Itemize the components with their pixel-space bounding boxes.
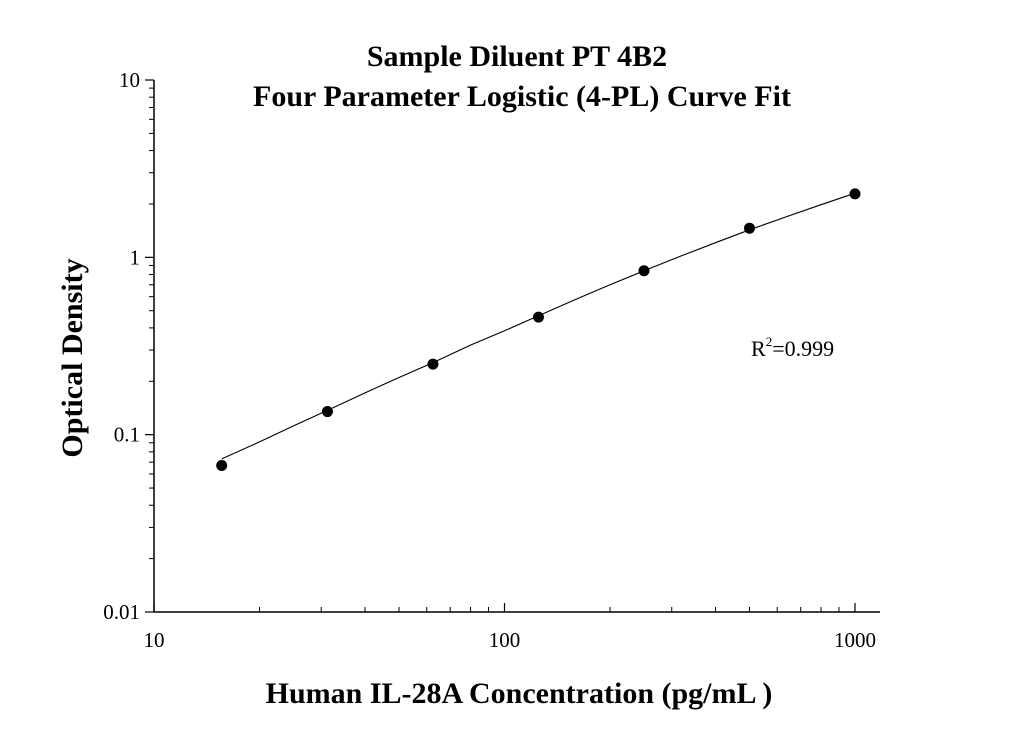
y-tick-label: 1 (130, 245, 141, 269)
chart-subtitle: Four Parameter Logistic (4-PL) Curve Fit (253, 80, 791, 113)
y-axis-title: Optical Density (56, 258, 89, 457)
chart-title: Sample Diluent PT 4B2 (367, 40, 667, 73)
axes (153, 80, 880, 613)
r-squared-value: =0.999 (772, 336, 834, 361)
y-axis-ticks: 0.01 0.1 1 10 (103, 68, 154, 624)
y-tick-label: 0.01 (103, 600, 140, 624)
data-point (849, 188, 861, 200)
fit-curve-layer (221, 192, 856, 460)
data-point (638, 265, 650, 277)
x-tick-label: 10 (144, 628, 165, 652)
y-tick-label: 0.1 (114, 423, 140, 447)
data-points (216, 188, 861, 472)
r-squared-superscript: 2 (766, 334, 773, 349)
r-squared-base: R (751, 336, 766, 361)
fit-curve (221, 192, 856, 460)
data-point (532, 311, 544, 323)
x-axis-ticks: 10 100 1000 (144, 603, 876, 652)
r-squared-annotation: R2=0.999 (751, 334, 834, 361)
y-tick-label: 10 (119, 68, 140, 92)
data-point (743, 222, 755, 234)
data-point (427, 358, 439, 370)
x-tick-label: 100 (489, 628, 521, 652)
x-tick-label: 1000 (834, 628, 876, 652)
data-point (216, 460, 228, 472)
data-point (321, 406, 333, 418)
x-axis-title: Human IL-28A Concentration (pg/mL ) (266, 677, 773, 710)
